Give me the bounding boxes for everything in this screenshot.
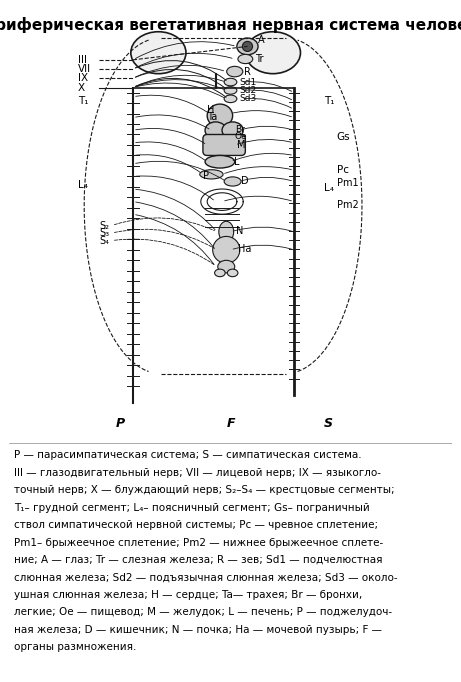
Text: Sd2: Sd2 [239, 86, 256, 95]
Text: IX: IX [78, 73, 88, 83]
Text: слюнная железа; Sd2 — подъязычная слюнная железа; Sd3 — около-: слюнная железа; Sd2 — подъязычная слюнна… [14, 572, 397, 582]
Text: T₁– грудной сегмент; L₄– поясничный сегмент; Gs– пограничный: T₁– грудной сегмент; L₄– поясничный сегм… [14, 503, 369, 513]
Text: Pm1: Pm1 [337, 178, 358, 188]
FancyBboxPatch shape [203, 134, 245, 155]
Text: M: M [237, 140, 245, 150]
Text: Sd3: Sd3 [239, 94, 256, 104]
Text: L₄: L₄ [324, 183, 334, 193]
Text: S₄: S₄ [100, 235, 110, 246]
Ellipse shape [205, 155, 235, 168]
Text: P — парасимпатическая система; S — симпатическая система.: P — парасимпатическая система; S — симпа… [14, 451, 361, 460]
Text: Периферическая вегетативная нервная система человека: Периферическая вегетативная нервная сист… [0, 17, 461, 33]
Text: F: F [226, 417, 235, 430]
Text: Ha: Ha [238, 244, 251, 254]
Circle shape [213, 237, 240, 263]
Ellipse shape [205, 122, 226, 138]
Text: T₁: T₁ [78, 96, 89, 106]
Text: Pm1– брыжеечное сплетение; Pm2 — нижнее брыжеечное сплете-: Pm1– брыжеечное сплетение; Pm2 — нижнее … [14, 537, 383, 548]
Text: Pc: Pc [337, 165, 349, 175]
Ellipse shape [218, 261, 235, 273]
Text: S: S [324, 417, 332, 430]
Text: Oe: Oe [235, 132, 248, 140]
Text: ние; A — глаз; Tr — слезная железа; R — зев; Sd1 — подчелюстная: ние; A — глаз; Tr — слезная железа; R — … [14, 555, 382, 565]
Text: L₄: L₄ [78, 180, 89, 190]
Ellipse shape [131, 32, 186, 74]
Text: Br: Br [235, 125, 245, 134]
Text: ная железа; D — кишечник; N — почка; Ha — мочевой пузырь; F —: ная железа; D — кишечник; N — почка; Ha … [14, 625, 382, 635]
Ellipse shape [200, 170, 223, 179]
Text: Tr: Tr [254, 54, 263, 64]
Text: VII: VII [78, 64, 91, 74]
Text: ствол симпатической нервной системы; Pc — чревное сплетение;: ствол симпатической нервной системы; Pc … [14, 520, 378, 530]
Text: P: P [203, 170, 209, 181]
Text: P: P [116, 417, 125, 430]
Text: D: D [241, 177, 249, 186]
Text: ушная слюнная железа; H — сердце; Ta— трахея; Br — бронхи,: ушная слюнная железа; H — сердце; Ta— тр… [14, 590, 362, 600]
Text: органы размножения.: органы размножения. [14, 642, 136, 652]
Text: Ta: Ta [207, 112, 218, 122]
Ellipse shape [215, 269, 225, 277]
Ellipse shape [224, 87, 237, 94]
Text: S₂: S₂ [100, 220, 110, 231]
Ellipse shape [224, 78, 237, 86]
Text: R: R [244, 67, 251, 76]
Text: S₃: S₃ [100, 228, 110, 238]
Text: T₁: T₁ [324, 96, 334, 106]
Ellipse shape [245, 32, 301, 74]
Text: Sd1: Sd1 [239, 78, 256, 87]
Text: H: H [207, 105, 214, 115]
Text: точный нерв; X — блуждающий нерв; S₂–S₄ — крестцовые сегменты;: точный нерв; X — блуждающий нерв; S₂–S₄ … [14, 486, 394, 495]
Ellipse shape [224, 95, 237, 102]
Ellipse shape [222, 122, 243, 138]
Ellipse shape [227, 66, 243, 77]
Text: N: N [236, 226, 243, 236]
Text: Gs: Gs [337, 132, 350, 142]
Circle shape [242, 42, 253, 51]
Ellipse shape [238, 55, 253, 63]
Text: L: L [234, 157, 239, 167]
Ellipse shape [207, 104, 233, 127]
Ellipse shape [227, 269, 238, 277]
Text: III: III [78, 55, 87, 65]
Text: III — глазодвигательный нерв; VII — лицевой нерв; IX — языкогло-: III — глазодвигательный нерв; VII — лице… [14, 468, 381, 478]
Text: A: A [258, 35, 265, 45]
Text: Pm2: Pm2 [337, 200, 358, 210]
Text: легкие; Oe — пищевод; M — желудок; L — печень; P — поджелудоч-: легкие; Oe — пищевод; M — желудок; L — п… [14, 607, 392, 617]
Text: X: X [78, 83, 85, 93]
Ellipse shape [219, 222, 234, 242]
Ellipse shape [224, 177, 241, 186]
Ellipse shape [237, 38, 258, 55]
